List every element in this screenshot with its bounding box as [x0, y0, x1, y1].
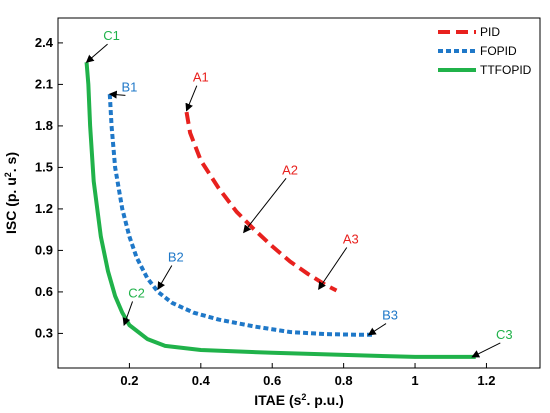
- series-line-pid: [184, 111, 338, 293]
- annotation-arrow: [367, 323, 387, 336]
- annotation-arrow: [243, 178, 287, 234]
- y-tick-label: 0.6: [35, 284, 53, 299]
- y-tick-label: 2.1: [35, 76, 53, 91]
- y-tick-label: 2.4: [35, 35, 54, 50]
- annotation-label-b3: B3: [382, 308, 398, 323]
- y-tick-label: 1.5: [35, 159, 53, 174]
- x-tick-label: 0.4: [192, 373, 211, 388]
- series-lines: [84, 62, 476, 359]
- legend-label-pid: PID: [480, 25, 500, 39]
- annotations: A1 A2 A3 B1 B2 B3 C1 C2 C3: [85, 28, 513, 358]
- annotation-label-a3: A3: [343, 231, 359, 246]
- x-tick-label: 0.8: [335, 373, 353, 388]
- annotation-label-c2: C2: [128, 285, 145, 300]
- y-tick-label: 0.9: [35, 242, 53, 257]
- annotation-label-a2: A2: [282, 162, 298, 177]
- annotation-arrow: [471, 342, 501, 358]
- annotation-arrow: [85, 43, 108, 63]
- y-tick-label: 0.3: [35, 325, 53, 340]
- series-line-fopid: [107, 93, 373, 337]
- annotation-label-c1: C1: [103, 28, 120, 43]
- annotation-arrow: [318, 247, 348, 290]
- y-axis-label: ISC (p. u2. s): [3, 152, 19, 234]
- annotation-arrow: [122, 301, 134, 327]
- y-tick-label: 1.2: [35, 201, 53, 216]
- x-axis-ticks: 0.2 0.4 0.6 0.8 1 1.2: [120, 363, 495, 388]
- x-tick-label: 0.6: [263, 373, 281, 388]
- plot-frame: [57, 17, 541, 369]
- legend-label-ttfopid: TTFOPID: [480, 63, 532, 77]
- annotation-arrow: [108, 90, 126, 99]
- x-tick-label: 1.2: [477, 373, 495, 388]
- y-axis-ticks: 0.3 0.6 0.9 1.2 1.5 1.8 2.1 2.4: [35, 35, 63, 340]
- annotation-label-b2: B2: [168, 249, 184, 264]
- y-tick-label: 1.8: [35, 118, 53, 133]
- legend: PID FOPID TTFOPID: [438, 25, 532, 77]
- annotation-arrow: [185, 85, 198, 112]
- annotation-arrow: [157, 265, 173, 291]
- x-tick-label: 1: [411, 373, 418, 388]
- annotation-label-b1: B1: [121, 79, 137, 94]
- legend-label-fopid: FOPID: [480, 44, 517, 58]
- annotation-label-a1: A1: [193, 70, 209, 85]
- series-line-ttfopid: [84, 62, 476, 359]
- x-tick-label: 0.2: [120, 373, 138, 388]
- annotation-label-c3: C3: [496, 327, 513, 342]
- x-axis-label: ITAE (s2. p.u.): [254, 392, 344, 408]
